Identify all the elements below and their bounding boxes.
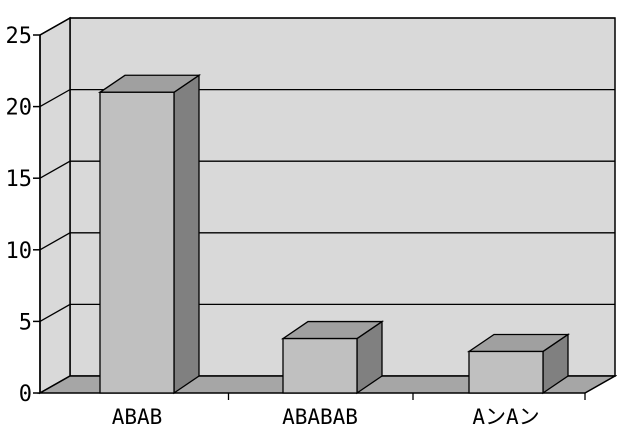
gridline: [39, 232, 615, 251]
bar-front: [468, 350, 544, 394]
gridline: [39, 160, 615, 179]
y-tick-label: 20: [6, 96, 33, 121]
gridlines: [39, 17, 615, 322]
bar: [466, 333, 571, 395]
gridline: [39, 303, 615, 322]
gridline: [39, 88, 615, 108]
y-tick-label: 15: [6, 167, 33, 192]
side-wall: [39, 16, 71, 395]
x-category-label: AンAン: [472, 405, 539, 429]
y-tick-label: 25: [6, 24, 33, 49]
bar: [280, 320, 385, 395]
y-axis: [33, 34, 586, 400]
y-tick-label: 0: [19, 382, 32, 407]
gridline: [39, 17, 615, 36]
y-tick-label: 10: [6, 239, 33, 264]
x-category-label: ABABAB: [282, 405, 358, 429]
y-tick-label: 5: [19, 310, 32, 335]
x-category-label: ABAB: [112, 405, 163, 429]
bar-side: [173, 74, 200, 395]
bars: [97, 74, 571, 395]
bar: [97, 74, 202, 395]
bar-front: [99, 91, 175, 394]
bar-front: [282, 337, 358, 394]
